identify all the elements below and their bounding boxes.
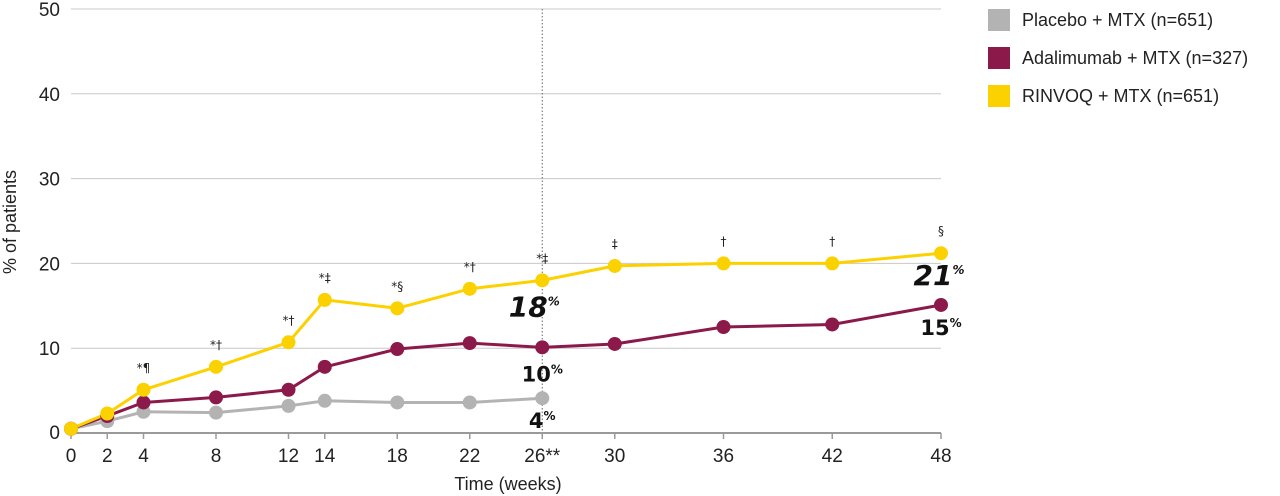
significance-marker-8: *† xyxy=(210,338,222,352)
significance-marker-12: *† xyxy=(283,313,295,327)
data-point-s2-x26 xyxy=(535,273,550,288)
y-tick-label-30: 30 xyxy=(39,170,60,191)
data-point-s1-x36 xyxy=(716,320,731,334)
data-point-s0-x26 xyxy=(535,391,550,406)
significance-marker-48: § xyxy=(938,224,944,238)
x-tick-label-18: 18 xyxy=(387,446,408,467)
x-tick-label-30: 30 xyxy=(604,446,625,467)
data-point-s1-x48 xyxy=(934,297,948,312)
y-axis-title: % of patients xyxy=(0,170,20,274)
callout-s2-x48: 21% xyxy=(914,259,965,292)
series-line-1 xyxy=(70,303,942,431)
data-point-s0-x14 xyxy=(317,393,332,408)
x-tick-label-22: 22 xyxy=(459,446,480,467)
x-tick-label-8: 8 xyxy=(211,446,222,467)
data-point-s1-x30 xyxy=(607,336,622,351)
data-point-s1-x8 xyxy=(209,390,223,405)
data-point-s0-x18 xyxy=(390,395,405,410)
data-point-s0-x8 xyxy=(209,405,223,420)
significance-marker-18: *§ xyxy=(391,279,403,293)
callout-s2-x26: 18% xyxy=(509,290,560,323)
data-point-s1-x18 xyxy=(390,342,405,357)
x-tick-label-0: 0 xyxy=(66,446,77,467)
y-tick-label-0: 0 xyxy=(49,423,60,444)
legend-label-rinvoq: RINVOQ + MTX (n=651) xyxy=(1022,85,1220,106)
series-line-2 xyxy=(70,251,942,431)
legend: Placebo + MTX (n=651) Adalimumab + MTX (… xyxy=(988,8,1248,122)
significance-marker-36: † xyxy=(721,234,727,248)
data-point-s1-x26 xyxy=(535,340,550,355)
series-group xyxy=(64,246,948,436)
data-point-s2-x36 xyxy=(716,256,731,271)
legend-label-adalimumab: Adalimumab + MTX (n=327) xyxy=(1022,47,1249,68)
data-point-s1-x42 xyxy=(825,317,840,332)
significance-marker-22: *† xyxy=(464,260,476,274)
data-point-s2-x4 xyxy=(136,382,151,397)
x-tick-label-36: 36 xyxy=(713,446,734,467)
significance-marker-42: † xyxy=(829,234,835,248)
legend-swatch-placebo xyxy=(988,9,1010,31)
x-axis-title: Time (weeks) xyxy=(454,474,561,494)
labels-group: *¶ *† *† *‡ *§ *† *‡ ‡ † † § 18% 21% 10% 15% 4% xyxy=(137,224,965,433)
y-tick-label-40: 40 xyxy=(39,85,60,106)
callout-s1-x48: 15% xyxy=(920,316,961,340)
data-point-s2-x2 xyxy=(100,406,115,421)
data-point-s1-x4 xyxy=(136,395,151,410)
data-point-s2-x48 xyxy=(934,246,948,261)
callout-s0-x26: 4% xyxy=(529,409,556,433)
y-tick-label-10: 10 xyxy=(39,339,60,360)
significance-marker-26: *‡ xyxy=(536,251,548,265)
x-tick-label-12: 12 xyxy=(278,446,299,467)
legend-item-placebo: Placebo + MTX (n=651) xyxy=(988,8,1248,32)
data-point-s2-x30 xyxy=(607,258,622,273)
data-point-s0-x12 xyxy=(281,398,296,413)
data-point-s2-x42 xyxy=(825,256,840,271)
data-point-s1-x22 xyxy=(462,336,477,351)
legend-swatch-rinvoq xyxy=(988,85,1010,107)
significance-marker-4: *¶ xyxy=(137,361,151,375)
data-point-s2-x22 xyxy=(462,281,477,296)
y-tick-label-50: 50 xyxy=(39,0,60,21)
x-tick-label-2: 2 xyxy=(102,446,113,467)
legend-swatch-adalimumab xyxy=(988,47,1010,69)
legend-item-rinvoq: RINVOQ + MTX (n=651) xyxy=(988,84,1248,108)
data-point-s1-x14 xyxy=(317,359,332,374)
significance-marker-30: ‡ xyxy=(612,237,618,251)
data-point-s1-x12 xyxy=(281,382,296,397)
data-point-s2-x18 xyxy=(390,301,405,316)
data-point-s2-x14 xyxy=(317,292,332,307)
data-point-s2-x0 xyxy=(64,421,78,436)
significance-marker-14: *‡ xyxy=(319,271,331,285)
legend-label-placebo: Placebo + MTX (n=651) xyxy=(1022,9,1214,30)
x-tick-label-42: 42 xyxy=(822,446,843,467)
legend-item-adalimumab: Adalimumab + MTX (n=327) xyxy=(988,46,1248,70)
x-tick-label-26: 26** xyxy=(524,446,561,467)
y-tick-label-20: 20 xyxy=(39,254,60,275)
data-point-s2-x8 xyxy=(209,359,223,374)
x-tick-label-4: 4 xyxy=(138,446,149,467)
callout-s1-x26: 10% xyxy=(522,362,563,386)
data-point-s0-x22 xyxy=(462,395,477,410)
x-tick-label-14: 14 xyxy=(314,446,336,467)
x-tick-label-48: 48 xyxy=(930,446,951,467)
data-point-s2-x12 xyxy=(281,335,296,350)
grid xyxy=(71,8,941,433)
